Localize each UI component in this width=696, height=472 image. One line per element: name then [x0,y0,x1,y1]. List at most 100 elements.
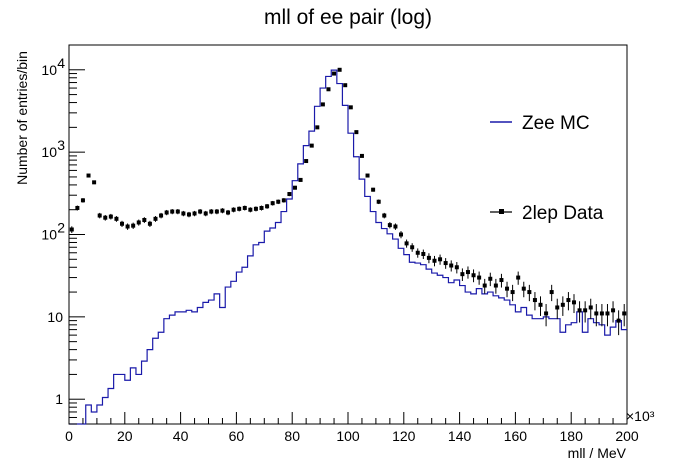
x-tick-label: 40 [173,428,189,444]
data-point [226,209,231,216]
data-point [499,273,504,288]
data-point [209,209,214,215]
point-marker [549,290,554,295]
data-point [410,243,415,252]
data-point [471,269,476,283]
point-marker [432,258,437,263]
point-marker [449,263,454,268]
data-point [549,284,554,302]
point-marker [577,308,582,313]
data-point [237,206,242,212]
data-point [220,208,225,214]
point-marker [527,290,532,295]
point-marker [253,206,258,211]
point-marker [125,224,130,229]
data-point [80,198,85,203]
data-point [248,207,253,213]
point-marker [605,311,610,316]
point-marker [538,302,543,307]
y-tick-exponent: 2 [57,220,65,236]
data-point [393,223,398,230]
data-point [415,248,420,258]
x-tick-label: 60 [229,428,245,444]
point-marker [521,286,526,291]
x-tick-label: 80 [284,428,300,444]
data-point [142,217,147,224]
point-marker [571,300,576,305]
point-marker [343,83,348,88]
point-marker [454,265,459,270]
data-point [387,222,392,229]
legend: Zee MC 2lep Data [490,113,604,224]
data-point [449,260,454,272]
data-point [69,226,74,234]
data-point [97,212,102,219]
data-point [136,219,141,226]
point-marker [399,232,404,237]
data-point [320,102,325,107]
point-marker [410,245,415,250]
data-point [114,216,119,222]
data-point [421,249,426,260]
point-marker [393,224,398,229]
data-point [159,212,164,219]
data-point [443,258,448,269]
point-marker [622,311,627,316]
data-point [622,304,627,327]
point-marker [404,241,409,246]
point-marker [287,192,292,197]
data-point [404,239,409,248]
data-point [521,281,526,298]
point-marker [131,223,136,228]
data-point [527,284,532,302]
point-marker [616,318,621,323]
point-marker [499,278,504,283]
data-point [376,199,381,205]
data-point [164,209,169,216]
point-marker [120,221,125,226]
x-axis-label: mll / MeV [568,445,627,461]
point-marker [198,209,203,214]
data-point [477,271,482,285]
point-marker [382,213,387,218]
data-point [566,292,571,311]
data-point [326,87,331,92]
point-marker [326,87,331,92]
x-tick-label: 20 [117,428,133,444]
point-marker [309,143,314,148]
data-point [599,304,604,327]
point-marker [387,223,392,228]
x-tick-label: 120 [392,428,416,444]
point-marker [426,255,431,260]
point-marker [80,198,85,203]
data-point [75,205,80,211]
point-marker [337,67,342,72]
point-marker [265,204,270,209]
data-point [594,304,599,327]
point-marker [482,283,487,288]
point-marker [493,283,498,288]
point-marker [97,213,102,218]
point-marker [471,273,476,278]
data-point [560,296,565,316]
data-point [343,83,348,88]
point-marker [292,185,297,190]
mc-step-line [69,69,627,425]
x-tick-label: 100 [336,428,360,444]
y-axis-label: Number of entries/bin [14,51,30,185]
data-point [281,198,286,203]
data-point [482,278,487,294]
data-point [616,310,621,336]
point-marker [203,211,208,216]
legend-data-label: 2lep Data [522,203,604,224]
point-marker [220,208,225,213]
data-point [605,304,610,327]
y-tick-exponent: 4 [57,55,65,71]
data-point [337,67,342,72]
point-marker [270,201,275,206]
point-marker [108,214,113,219]
data-point [432,255,437,267]
data-point [198,209,203,215]
